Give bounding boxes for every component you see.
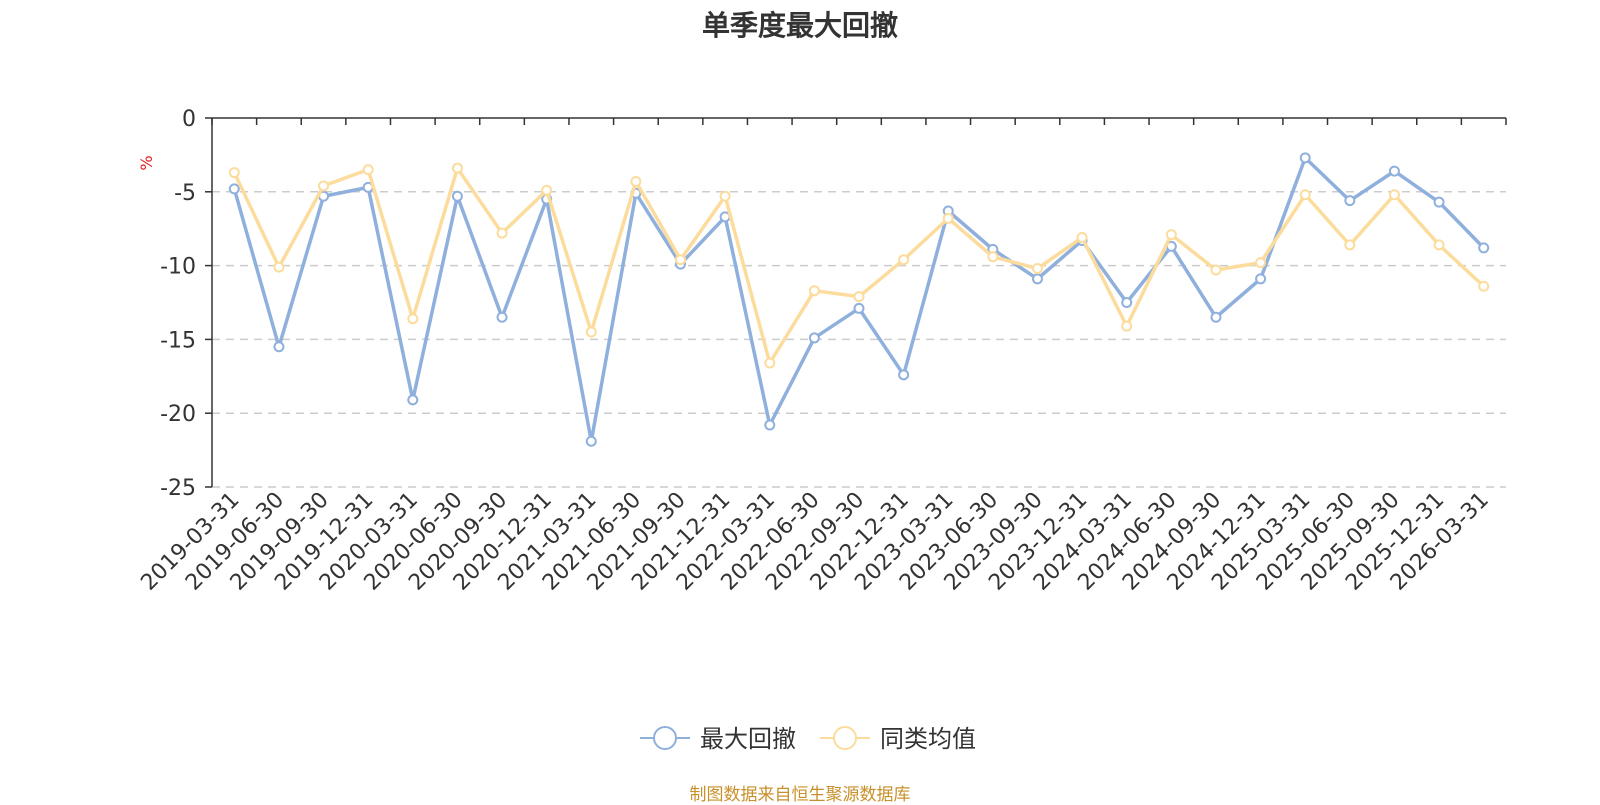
data-point (273, 261, 285, 273)
series-layer (228, 152, 1490, 447)
data-point (228, 183, 240, 195)
data-point (1121, 320, 1133, 332)
data-point (1344, 239, 1356, 251)
data-point (407, 313, 419, 325)
data-point (898, 369, 910, 381)
data-point (1299, 189, 1311, 201)
legend[interactable]: 最大回撤 同类均值 (640, 725, 976, 753)
chart-title: 单季度最大回撤 (701, 9, 898, 42)
y-tick-label: -20 (160, 402, 196, 427)
data-point (898, 254, 910, 266)
y-tick-label: -25 (160, 476, 196, 501)
data-point (228, 167, 240, 179)
data-point (407, 394, 419, 406)
legend-item-0[interactable]: 最大回撤 (640, 725, 796, 753)
legend-label: 最大回撤 (700, 725, 796, 753)
legend-label: 同类均值 (880, 725, 976, 753)
data-point (496, 311, 508, 323)
y-tick-label: 0 (182, 107, 196, 132)
data-point (496, 227, 508, 239)
y-tick-label: -15 (160, 328, 196, 353)
grid-layer (212, 191, 1506, 488)
data-point (1031, 263, 1043, 275)
data-point (1165, 229, 1177, 241)
data-point (585, 326, 597, 338)
y-tick-label: -10 (160, 255, 196, 280)
data-point (1210, 264, 1222, 276)
y-axis-unit-label: % (137, 155, 156, 170)
data-point (987, 251, 999, 263)
data-point (853, 291, 865, 303)
legend-marker (653, 726, 677, 750)
data-point (541, 184, 553, 196)
data-point (764, 357, 776, 369)
data-point (1255, 273, 1267, 285)
data-point (675, 254, 687, 266)
data-point (1388, 189, 1400, 201)
data-point (1433, 196, 1445, 208)
data-point (1076, 232, 1088, 244)
data-point (1433, 239, 1445, 251)
data-point (719, 190, 731, 202)
data-point (273, 341, 285, 353)
data-point (585, 435, 597, 447)
data-point (1478, 280, 1490, 292)
data-point (1344, 195, 1356, 207)
data-point (808, 285, 820, 297)
data-point (451, 162, 463, 174)
data-point (1255, 257, 1267, 269)
data-point (1031, 273, 1043, 285)
data-point (764, 419, 776, 431)
legend-item-1[interactable]: 同类均值 (820, 725, 976, 753)
data-point (942, 212, 954, 224)
data-point (853, 302, 865, 314)
data-point (1121, 297, 1133, 308)
data-point (451, 190, 463, 202)
source-note: 制图数据来自恒生聚源数据库 (689, 785, 911, 805)
data-point (1388, 165, 1400, 177)
axis-layer: 0-5-10-15-20-252019-03-312019-06-302019-… (136, 107, 1507, 596)
data-point (808, 332, 820, 344)
data-point (318, 180, 330, 192)
legend-marker (833, 726, 857, 750)
data-point (362, 164, 374, 176)
data-point (1299, 152, 1311, 164)
data-point (1478, 242, 1490, 254)
data-point (630, 175, 642, 187)
data-point (1210, 311, 1222, 323)
y-tick-label: -5 (174, 181, 196, 206)
